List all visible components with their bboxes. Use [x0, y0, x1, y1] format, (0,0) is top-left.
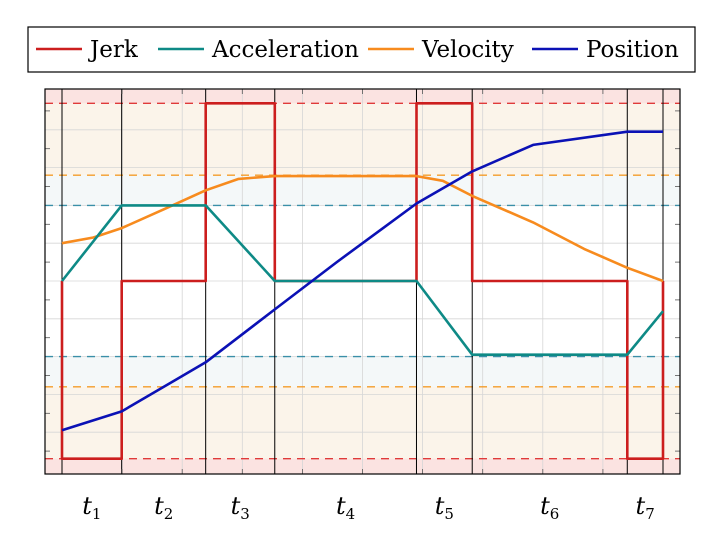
legend-label-velocity: Velocity	[421, 37, 514, 63]
legend-item-acceleration: Acceleration	[158, 37, 359, 63]
series-line-position	[61, 130, 663, 432]
series-line-velocity	[61, 174, 664, 283]
phase-label-1: t1	[82, 492, 101, 523]
phase-label-6: t6	[540, 492, 559, 523]
plot-frame	[44, 88, 681, 475]
phase-label-subscript: 3	[240, 505, 250, 523]
phase-label-subscript: 7	[645, 505, 655, 523]
phase-label-5: t5	[435, 492, 454, 523]
phase-label-4: t4	[336, 492, 355, 523]
series-lines	[60, 102, 665, 461]
legend-label-acceleration: Acceleration	[211, 37, 359, 63]
phase-label-subscript: 2	[164, 505, 174, 523]
legend-item-jerk: Jerk	[36, 37, 139, 63]
phase-label-3: t3	[231, 492, 250, 523]
phase-label-subscript: 6	[550, 505, 560, 523]
phase-label-subscript: 5	[444, 505, 454, 523]
phase-label-name: t	[435, 492, 445, 520]
axis-ticks	[45, 89, 680, 474]
legend: Jerk Acceleration Velocity Position	[27, 26, 696, 73]
phase-label-name: t	[154, 492, 164, 520]
legend-item-position: Position	[532, 37, 679, 63]
phase-label-name: t	[540, 492, 550, 520]
phase-label-name: t	[231, 492, 241, 520]
phase-label-subscript: 4	[346, 505, 356, 523]
phase-label-name: t	[336, 492, 346, 520]
phase-label-2: t2	[154, 492, 173, 523]
series-line-acceleration	[60, 204, 665, 357]
legend-box	[27, 26, 696, 73]
phase-label-7: t7	[636, 492, 655, 523]
phase-labels: t1 t2 t3 t4 t5 t6 t7	[82, 492, 655, 523]
phase-label-name: t	[636, 492, 646, 520]
legend-label-jerk: Jerk	[88, 37, 139, 63]
phase-label-name: t	[82, 492, 92, 520]
legend-label-position: Position	[586, 37, 679, 63]
phase-label-subscript: 1	[92, 505, 102, 523]
legend-item-velocity: Velocity	[368, 37, 514, 63]
